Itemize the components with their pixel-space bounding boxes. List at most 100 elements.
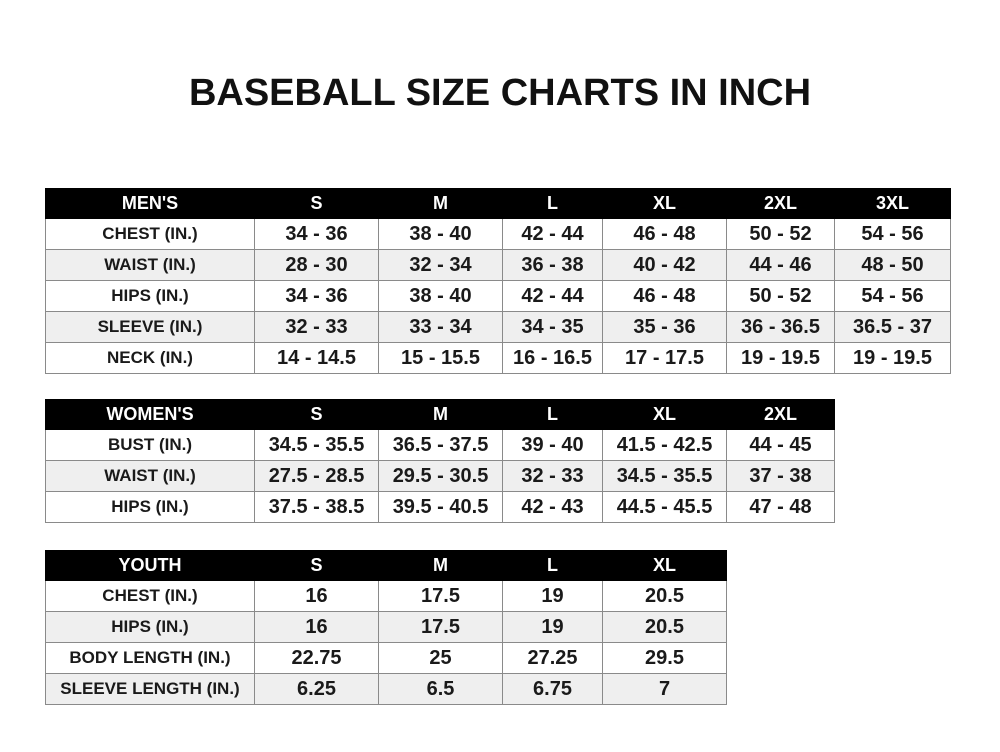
size-value: 35 - 36 xyxy=(602,311,727,343)
size-value: 44 - 46 xyxy=(726,249,835,281)
size-column-header: XL xyxy=(602,399,727,430)
size-value: 34.5 - 35.5 xyxy=(254,429,379,461)
mens-size-table: MEN'S S M L XL 2XL 3XL CHEST (IN.) 34 - 36 38 - 4… xyxy=(45,188,951,374)
size-value: 6.25 xyxy=(254,673,379,705)
table-row: NECK (IN.) 14 - 14.5 15 - 15.5 16 - 16.5 17 … xyxy=(45,342,951,374)
table-category-header: YOUTH xyxy=(45,550,255,581)
size-value: 17.5 xyxy=(378,580,503,612)
size-column-header: M xyxy=(378,550,503,581)
size-value: 36 - 36.5 xyxy=(726,311,835,343)
table-row: SLEEVE (IN.) 32 - 33 33 - 34 34 - 35 35 - 36… xyxy=(45,311,951,343)
size-value: 50 - 52 xyxy=(726,218,835,250)
measurement-label: BUST (IN.) xyxy=(45,429,255,461)
table-row: CHEST (IN.) 34 - 36 38 - 40 42 - 44 46 - 48 5… xyxy=(45,218,951,250)
size-value: 27.5 - 28.5 xyxy=(254,460,379,492)
measurement-label: SLEEVE LENGTH (IN.) xyxy=(45,673,255,705)
size-value: 47 - 48 xyxy=(726,491,835,523)
size-value: 32 - 34 xyxy=(378,249,503,281)
size-column-header: M xyxy=(378,188,503,219)
size-value: 28 - 30 xyxy=(254,249,379,281)
size-value: 38 - 40 xyxy=(378,280,503,312)
size-value: 20.5 xyxy=(602,611,727,643)
size-value: 6.75 xyxy=(502,673,603,705)
header-row: WOMEN'S S M L XL 2XL xyxy=(45,399,835,430)
table-category-header: MEN'S xyxy=(45,188,255,219)
size-value: 34 - 36 xyxy=(254,218,379,250)
size-value: 41.5 - 42.5 xyxy=(602,429,727,461)
size-value: 42 - 44 xyxy=(502,280,603,312)
size-value: 44 - 45 xyxy=(726,429,835,461)
header-row: YOUTH S M L XL xyxy=(45,550,727,581)
size-value: 19 xyxy=(502,611,603,643)
size-value: 48 - 50 xyxy=(834,249,951,281)
size-value: 27.25 xyxy=(502,642,603,674)
size-value: 54 - 56 xyxy=(834,218,951,250)
size-column-header: S xyxy=(254,399,379,430)
size-column-header: XL xyxy=(602,550,727,581)
size-value: 34 - 35 xyxy=(502,311,603,343)
measurement-label: NECK (IN.) xyxy=(45,342,255,374)
measurement-label: WAIST (IN.) xyxy=(45,460,255,492)
measurement-label: CHEST (IN.) xyxy=(45,580,255,612)
size-column-header: M xyxy=(378,399,503,430)
size-value: 15 - 15.5 xyxy=(378,342,503,374)
measurement-label: SLEEVE (IN.) xyxy=(45,311,255,343)
table-row: SLEEVE LENGTH (IN.) 6.25 6.5 6.75 7 xyxy=(45,673,727,705)
size-value: 17 - 17.5 xyxy=(602,342,727,374)
size-value: 22.75 xyxy=(254,642,379,674)
size-value: 37 - 38 xyxy=(726,460,835,492)
size-value: 34.5 - 35.5 xyxy=(602,460,727,492)
size-value: 25 xyxy=(378,642,503,674)
size-value: 29.5 xyxy=(602,642,727,674)
size-value: 6.5 xyxy=(378,673,503,705)
size-value: 36.5 - 37.5 xyxy=(378,429,503,461)
size-value: 20.5 xyxy=(602,580,727,612)
size-column-header: L xyxy=(502,399,603,430)
measurement-label: HIPS (IN.) xyxy=(45,611,255,643)
size-value: 19 xyxy=(502,580,603,612)
size-column-header: 2XL xyxy=(726,399,835,430)
table-row: CHEST (IN.) 16 17.5 19 20.5 xyxy=(45,580,727,612)
size-value: 39 - 40 xyxy=(502,429,603,461)
size-value: 29.5 - 30.5 xyxy=(378,460,503,492)
table-row: BODY LENGTH (IN.) 22.75 25 27.25 29.5 xyxy=(45,642,727,674)
size-value: 19 - 19.5 xyxy=(834,342,951,374)
size-value: 16 - 16.5 xyxy=(502,342,603,374)
size-column-header: 3XL xyxy=(834,188,951,219)
table-category-header: WOMEN'S xyxy=(45,399,255,430)
table-row: BUST (IN.) 34.5 - 35.5 36.5 - 37.5 39 - 40 4… xyxy=(45,429,835,461)
table-row: WAIST (IN.) 27.5 - 28.5 29.5 - 30.5 32 - 33… xyxy=(45,460,835,492)
size-value: 39.5 - 40.5 xyxy=(378,491,503,523)
size-value: 14 - 14.5 xyxy=(254,342,379,374)
measurement-label: CHEST (IN.) xyxy=(45,218,255,250)
measurement-label: WAIST (IN.) xyxy=(45,249,255,281)
size-value: 54 - 56 xyxy=(834,280,951,312)
size-value: 32 - 33 xyxy=(254,311,379,343)
size-column-header: 2XL xyxy=(726,188,835,219)
size-column-header: L xyxy=(502,188,603,219)
table-row: WAIST (IN.) 28 - 30 32 - 34 36 - 38 40 - 42 4… xyxy=(45,249,951,281)
size-value: 37.5 - 38.5 xyxy=(254,491,379,523)
table-row: HIPS (IN.) 34 - 36 38 - 40 42 - 44 46 - 48 50… xyxy=(45,280,951,312)
size-column-header: S xyxy=(254,550,379,581)
size-value: 16 xyxy=(254,611,379,643)
size-value: 32 - 33 xyxy=(502,460,603,492)
size-column-header: L xyxy=(502,550,603,581)
size-value: 34 - 36 xyxy=(254,280,379,312)
size-value: 36 - 38 xyxy=(502,249,603,281)
page-title: BASEBALL SIZE CHARTS IN INCH xyxy=(188,72,812,114)
size-value: 19 - 19.5 xyxy=(726,342,835,374)
size-value: 33 - 34 xyxy=(378,311,503,343)
size-value: 17.5 xyxy=(378,611,503,643)
size-column-header: S xyxy=(254,188,379,219)
size-value: 36.5 - 37 xyxy=(834,311,951,343)
measurement-label: HIPS (IN.) xyxy=(45,491,255,523)
size-value: 38 - 40 xyxy=(378,218,503,250)
header-row: MEN'S S M L XL 2XL 3XL xyxy=(45,188,951,219)
size-value: 50 - 52 xyxy=(726,280,835,312)
size-value: 16 xyxy=(254,580,379,612)
measurement-label: HIPS (IN.) xyxy=(45,280,255,312)
size-value: 44.5 - 45.5 xyxy=(602,491,727,523)
table-row: HIPS (IN.) 16 17.5 19 20.5 xyxy=(45,611,727,643)
size-column-header: XL xyxy=(602,188,727,219)
